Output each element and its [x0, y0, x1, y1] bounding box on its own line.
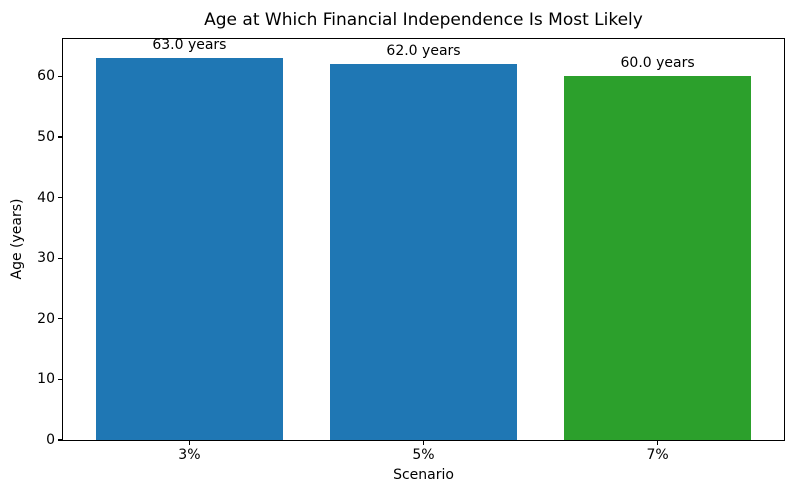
y-tick-label: 60 [37, 68, 55, 85]
x-tick-mark [188, 440, 191, 445]
chart-title: Age at Which Financial Independence Is M… [204, 10, 643, 30]
x-axis-label: Scenario [393, 467, 454, 483]
y-tick-label: 50 [37, 128, 55, 145]
y-tick-mark [58, 378, 63, 381]
y-tick-mark [58, 75, 63, 77]
plot-area: 0 10 20 30 40 50 60 63.0 years 3% 62.0 years 5% 60.… [37, 37, 785, 463]
y-tick-mark [58, 196, 63, 199]
y-tick-mark [58, 318, 63, 320]
y-tick-label: 10 [37, 371, 55, 388]
y-tick-label: 0 [46, 432, 55, 448]
bar-value-label: 60.0 years [620, 55, 695, 72]
x-tick-label: 5% [412, 447, 435, 463]
y-tick-mark [58, 439, 63, 441]
y-axis-label: Age (years) [9, 198, 25, 280]
x-tick-mark [656, 440, 659, 445]
bar-3pct [95, 58, 284, 440]
y-tick-mark [58, 257, 63, 259]
y-tick-label: 30 [37, 250, 55, 267]
y-tick-mark [58, 136, 63, 138]
x-tick-mark [422, 440, 425, 445]
x-tick-label: 3% [178, 447, 201, 463]
bar-7pct [563, 76, 752, 440]
bar-5pct [329, 64, 518, 440]
bar-value-label: 62.0 years [386, 43, 461, 60]
y-tick-label: 20 [37, 310, 55, 327]
x-tick-label: 7% [646, 447, 669, 463]
y-tick-label: 40 [37, 189, 55, 206]
bar-value-label: 63.0 years [152, 37, 227, 54]
